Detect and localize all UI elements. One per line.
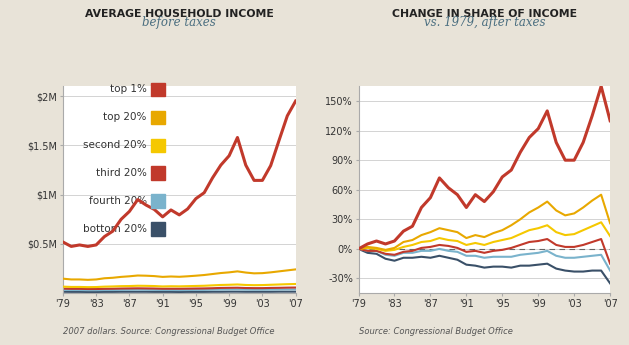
FancyBboxPatch shape bbox=[152, 195, 165, 208]
Text: CHANGE IN SHARE OF INCOME: CHANGE IN SHARE OF INCOME bbox=[392, 9, 577, 19]
FancyBboxPatch shape bbox=[152, 110, 165, 124]
Text: 2007 dollars. Source: Congressional Budget Office: 2007 dollars. Source: Congressional Budg… bbox=[63, 327, 274, 336]
Text: top 20%: top 20% bbox=[103, 112, 147, 122]
Text: vs. 1979, after taxes: vs. 1979, after taxes bbox=[423, 16, 545, 29]
FancyBboxPatch shape bbox=[152, 223, 165, 236]
FancyBboxPatch shape bbox=[152, 166, 165, 180]
Text: second 20%: second 20% bbox=[83, 140, 147, 150]
Text: Source: Congressional Budget Office: Source: Congressional Budget Office bbox=[359, 327, 513, 336]
Text: bottom 20%: bottom 20% bbox=[82, 224, 147, 234]
FancyBboxPatch shape bbox=[152, 138, 165, 152]
FancyBboxPatch shape bbox=[152, 82, 165, 96]
Text: fourth 20%: fourth 20% bbox=[89, 196, 147, 206]
Text: AVERAGE HOUSEHOLD INCOME: AVERAGE HOUSEHOLD INCOME bbox=[85, 9, 274, 19]
Text: third 20%: third 20% bbox=[96, 168, 147, 178]
Text: before taxes: before taxes bbox=[142, 16, 216, 29]
Text: top 1%: top 1% bbox=[110, 85, 147, 94]
